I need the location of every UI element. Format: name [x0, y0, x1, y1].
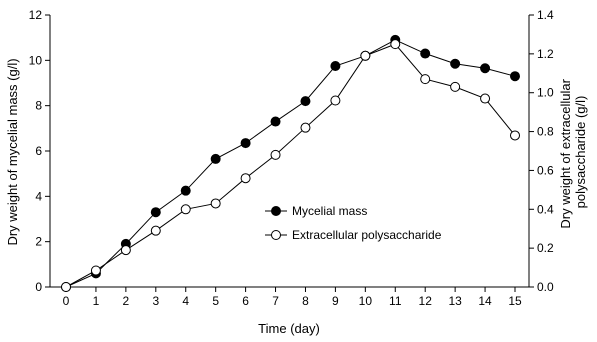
left-y-tick-label: 10	[29, 53, 43, 67]
data-point-filled	[150, 207, 161, 218]
right-y-tick-label: 0.8	[537, 125, 554, 139]
data-point-filled	[420, 48, 431, 59]
data-point-filled	[450, 58, 461, 69]
right-y-axis-ticks: 0.0 0.2 0.4 0.6 0.8 1.0 1.2 1.4	[529, 8, 554, 294]
data-point-open	[180, 204, 191, 215]
data-point-open	[150, 225, 161, 236]
data-point-open	[61, 282, 71, 292]
data-point-open	[120, 245, 131, 256]
data-point-open	[90, 265, 101, 276]
left-y-tick-label: 6	[35, 144, 42, 158]
series-line	[65, 43, 516, 288]
x-tick-label: 9	[332, 294, 339, 308]
legend: Mycelial mass Extracellular polysacchari…	[265, 204, 442, 242]
right-y-tick-label: 1.0	[537, 86, 554, 100]
data-point-filled	[330, 61, 341, 71]
data-point-open	[210, 198, 221, 209]
right-y-tick-label: 0.6	[537, 163, 554, 177]
right-y-tick-label: 1.4	[537, 8, 554, 22]
data-point-open	[450, 81, 461, 92]
data-point-open	[360, 50, 371, 61]
x-tick-label: 2	[123, 294, 130, 308]
data-point-filled	[480, 63, 491, 74]
data-point-open	[330, 95, 341, 106]
x-tick-label: 14	[478, 294, 492, 308]
data-point-open	[390, 39, 401, 50]
x-tick-label: 3	[152, 294, 159, 308]
data-point-open	[240, 173, 251, 184]
data-point-filled	[210, 153, 221, 164]
legend-label: Extracellular polysaccharide	[292, 228, 442, 242]
data-point-filled	[300, 96, 311, 107]
legend-marker-filled-circle-icon	[271, 206, 281, 216]
left-y-axis-ticks: 0 2 4 6 8 10 12	[29, 8, 50, 294]
right-y-axis-title-line-1: Dry weight of extracellular	[558, 78, 573, 228]
x-axis-ticks: 0 1 2 3 4 5 6 7 8 9 10 11 12 13 14 15	[63, 287, 522, 308]
right-y-tick-label: 0.4	[537, 202, 554, 216]
right-y-axis-title: Dry weight of extracellular polysacchari…	[558, 75, 588, 228]
data-point-filled	[180, 185, 191, 196]
x-tick-label: 0	[63, 294, 70, 308]
x-tick-label: 8	[302, 294, 309, 308]
right-y-tick-label: 0.0	[537, 280, 554, 294]
data-point-open	[480, 93, 491, 104]
x-tick-label: 1	[93, 294, 100, 308]
x-tick-label: 5	[212, 294, 219, 308]
x-tick-label: 4	[182, 294, 189, 308]
right-y-tick-label: 1.2	[537, 47, 554, 61]
right-y-axis-title-line-2: polysaccharide (g/l)	[573, 96, 588, 209]
left-y-tick-label: 0	[35, 280, 42, 294]
x-axis-title: Time (day)	[258, 321, 320, 336]
x-tick-label: 10	[359, 294, 373, 308]
legend-marker-open-circle-icon	[271, 230, 281, 240]
data-point-open	[420, 74, 431, 85]
x-tick-label: 15	[508, 294, 522, 308]
left-y-tick-label: 8	[35, 99, 42, 113]
left-y-tick-label: 2	[35, 235, 42, 249]
x-tick-label: 12	[419, 294, 433, 308]
legend-label: Mycelial mass	[292, 204, 367, 218]
left-y-axis-title: Dry weight of mycelial mass (g/l)	[5, 58, 20, 245]
data-point-open	[300, 122, 311, 133]
data-point-filled	[270, 116, 281, 127]
x-tick-label: 11	[389, 294, 402, 308]
x-tick-label: 6	[242, 294, 249, 308]
data-point-filled	[510, 71, 520, 82]
data-point-filled	[240, 138, 251, 149]
x-tick-label: 13	[448, 294, 462, 308]
left-y-tick-label: 12	[29, 8, 43, 22]
series-line	[65, 39, 516, 288]
series-layer	[61, 34, 520, 292]
right-y-tick-label: 0.2	[537, 241, 554, 255]
x-tick-label: 7	[272, 294, 279, 308]
data-point-open	[270, 149, 281, 160]
left-y-tick-label: 4	[35, 189, 42, 203]
data-point-open	[510, 130, 520, 141]
